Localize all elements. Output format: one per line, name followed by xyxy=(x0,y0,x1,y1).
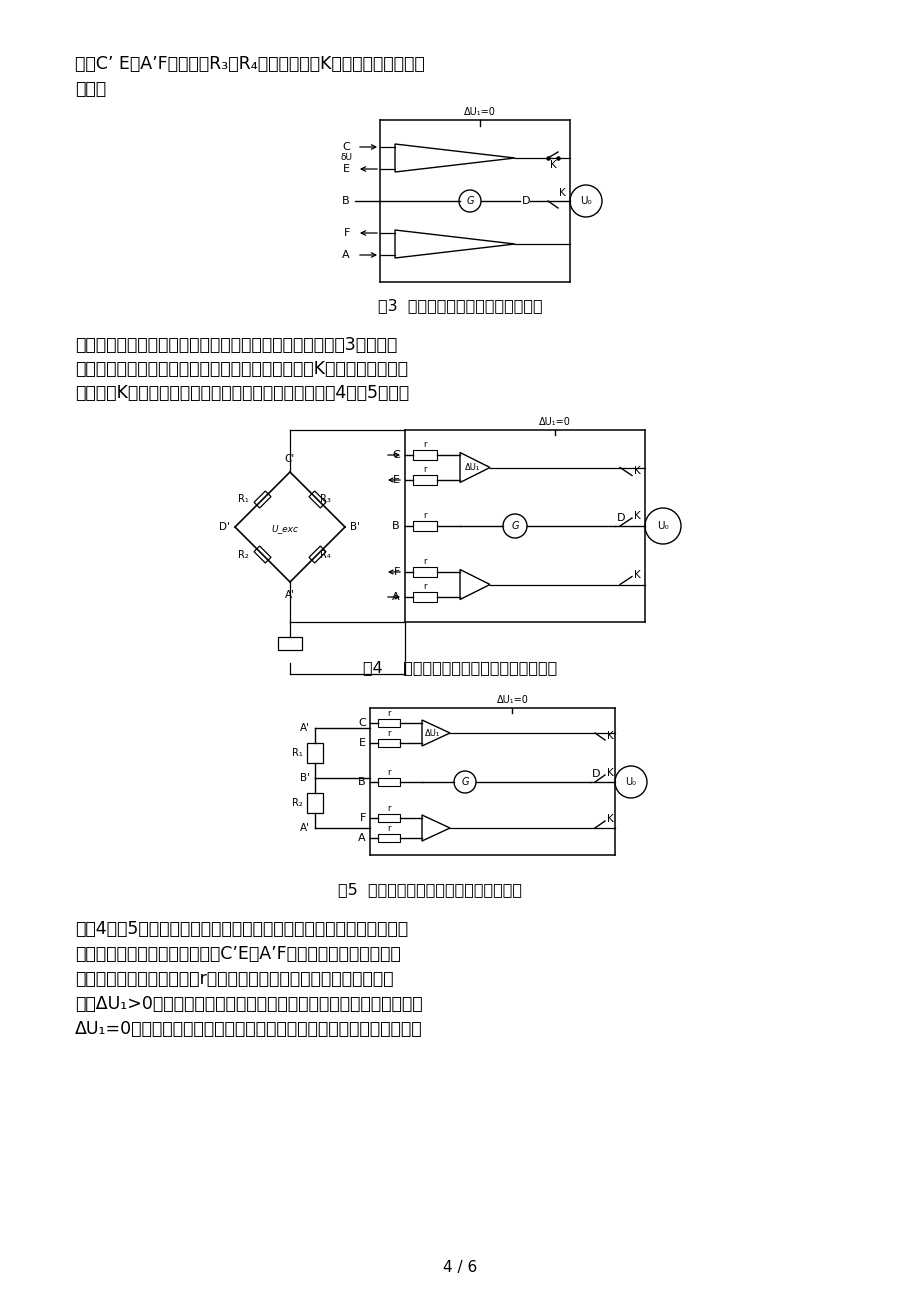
Text: 图3  传感器工作电压自动补偿原理图: 图3 传感器工作电压自动补偿原理图 xyxy=(378,298,541,312)
Text: U_exc: U_exc xyxy=(271,525,298,534)
Text: F: F xyxy=(393,566,400,577)
Text: K: K xyxy=(633,569,640,579)
Bar xyxy=(307,743,323,763)
Text: 从图4、图5可以看出，在这种电桥电路中，作用在传感器或测量桥臂上: 从图4、图5可以看出，在这种电桥电路中，作用在传感器或测量桥臂上 xyxy=(75,921,408,937)
Text: C: C xyxy=(357,717,366,728)
Text: C: C xyxy=(342,142,349,152)
Text: A: A xyxy=(358,833,366,842)
Text: R₃: R₃ xyxy=(320,495,331,504)
Text: B: B xyxy=(342,197,349,206)
Text: K: K xyxy=(607,814,613,824)
Text: 图5  具有工作电压自动补偿功能半桥电路: 图5 具有工作电压自动补偿功能半桥电路 xyxy=(337,881,521,897)
Text: r: r xyxy=(423,582,426,591)
Text: r: r xyxy=(387,824,391,833)
Text: U₀: U₀ xyxy=(625,777,636,786)
Text: A: A xyxy=(342,250,349,260)
Text: F: F xyxy=(344,228,349,238)
Bar xyxy=(413,450,437,460)
Text: δU: δU xyxy=(341,152,353,161)
Text: ΔU₁: ΔU₁ xyxy=(425,729,440,737)
Text: A: A xyxy=(391,592,400,602)
Text: K: K xyxy=(607,768,613,779)
Polygon shape xyxy=(309,491,325,508)
Text: r: r xyxy=(387,768,391,777)
Bar xyxy=(378,779,400,786)
Bar xyxy=(307,793,323,812)
Text: E: E xyxy=(392,475,400,486)
Text: r: r xyxy=(387,805,391,812)
Text: 开关。: 开关。 xyxy=(75,79,106,98)
Text: U₀: U₀ xyxy=(656,521,668,531)
Text: 合上开关K，此时所组成的全桥和半桥测量电路分别如图4、图5所示。: 合上开关K，此时所组成的全桥和半桥测量电路分别如图4、图5所示。 xyxy=(75,384,409,402)
Text: r: r xyxy=(387,710,391,717)
Text: ΔU₁=0: ΔU₁=0 xyxy=(496,695,528,704)
Text: R₂: R₂ xyxy=(237,549,248,560)
Bar xyxy=(378,719,400,727)
Bar xyxy=(378,740,400,747)
Polygon shape xyxy=(254,546,271,562)
Text: 的相应接点上，当进行全桥测量时，打开电路中开关K，进行半桥测量时: 的相应接点上，当进行全桥测量时，打开电路中开关K，进行半桥测量时 xyxy=(75,359,407,378)
Text: 在进行应变测量时，把传感器或测量应变片的导线连接在图3所示电路: 在进行应变测量时，把传感器或测量应变片的导线连接在图3所示电路 xyxy=(75,336,397,354)
Text: D: D xyxy=(591,769,600,779)
Text: A': A' xyxy=(300,823,310,833)
Text: D': D' xyxy=(219,522,230,533)
Text: r: r xyxy=(423,465,426,474)
Text: F: F xyxy=(359,812,366,823)
Text: B: B xyxy=(391,521,400,531)
Text: 动补偿电路，由于导线电阵r的存在，引起传感器或桥臂实际工作电压: 动补偿电路，由于导线电阵r的存在，引起传感器或桥臂实际工作电压 xyxy=(75,970,393,988)
Text: ΔU₁=0: ΔU₁=0 xyxy=(463,107,495,117)
Text: 4 / 6: 4 / 6 xyxy=(442,1260,477,1275)
Text: 图4    具有工作电压自动补偿功能全桥电路: 图4 具有工作电压自动补偿功能全桥电路 xyxy=(362,660,557,674)
Bar xyxy=(413,521,437,531)
Text: G: G xyxy=(466,197,473,206)
Text: D: D xyxy=(521,197,530,206)
Bar xyxy=(378,814,400,822)
Bar xyxy=(413,592,437,602)
Bar xyxy=(378,835,400,842)
Polygon shape xyxy=(309,546,325,562)
Text: r: r xyxy=(423,557,426,566)
Bar xyxy=(413,475,437,486)
Text: U₀: U₀ xyxy=(580,197,591,206)
Text: E: E xyxy=(358,738,366,749)
Text: 降低ΔU₁>0，此时，传感器工作电压补偿电路自动增大输出电压，直至: 降低ΔU₁>0，此时，传感器工作电压补偿电路自动增大输出电压，直至 xyxy=(75,995,422,1013)
Text: C: C xyxy=(391,450,400,460)
Text: 画的C’ E、A’F，电路中R₃、R₄为标准电阵，K为全桥半桥测量转换: 画的C’ E、A’F，电路中R₃、R₄为标准电阵，K为全桥半桥测量转换 xyxy=(75,55,425,73)
Bar xyxy=(278,637,301,650)
Text: K: K xyxy=(558,187,565,198)
Text: E: E xyxy=(343,164,349,174)
Polygon shape xyxy=(254,491,271,508)
Text: r: r xyxy=(423,440,426,449)
Text: C': C' xyxy=(285,454,295,464)
Text: R₁: R₁ xyxy=(237,495,248,504)
Text: R₁: R₁ xyxy=(292,749,302,758)
Text: B: B xyxy=(358,777,366,786)
Text: A': A' xyxy=(285,590,295,600)
Text: K: K xyxy=(633,510,640,521)
Text: B': B' xyxy=(349,522,359,533)
Text: R₂: R₂ xyxy=(292,798,302,809)
Text: r: r xyxy=(387,729,391,738)
Text: A': A' xyxy=(300,723,310,733)
Text: D: D xyxy=(617,513,625,523)
Text: R₄: R₄ xyxy=(320,549,331,560)
Text: K: K xyxy=(607,730,613,741)
Text: G: G xyxy=(460,777,469,786)
Text: B': B' xyxy=(300,773,310,783)
Text: r: r xyxy=(423,510,426,519)
Bar xyxy=(413,566,437,577)
Text: ΔU₁=0: ΔU₁=0 xyxy=(539,417,571,427)
Text: K: K xyxy=(549,160,556,171)
Text: ΔU₁: ΔU₁ xyxy=(464,464,480,473)
Text: ΔU₁=0，使传感器或测量桥臂的工作电压等于测量放大器的供桥电压，: ΔU₁=0，使传感器或测量桥臂的工作电压等于测量放大器的供桥电压， xyxy=(75,1019,422,1038)
Text: 的实际工作电压由两根附加导线C’E、A’F反馈到传感器激励电压自: 的实际工作电压由两根附加导线C’E、A’F反馈到传感器激励电压自 xyxy=(75,945,401,963)
Text: K: K xyxy=(633,466,640,477)
Text: G: G xyxy=(511,521,518,531)
